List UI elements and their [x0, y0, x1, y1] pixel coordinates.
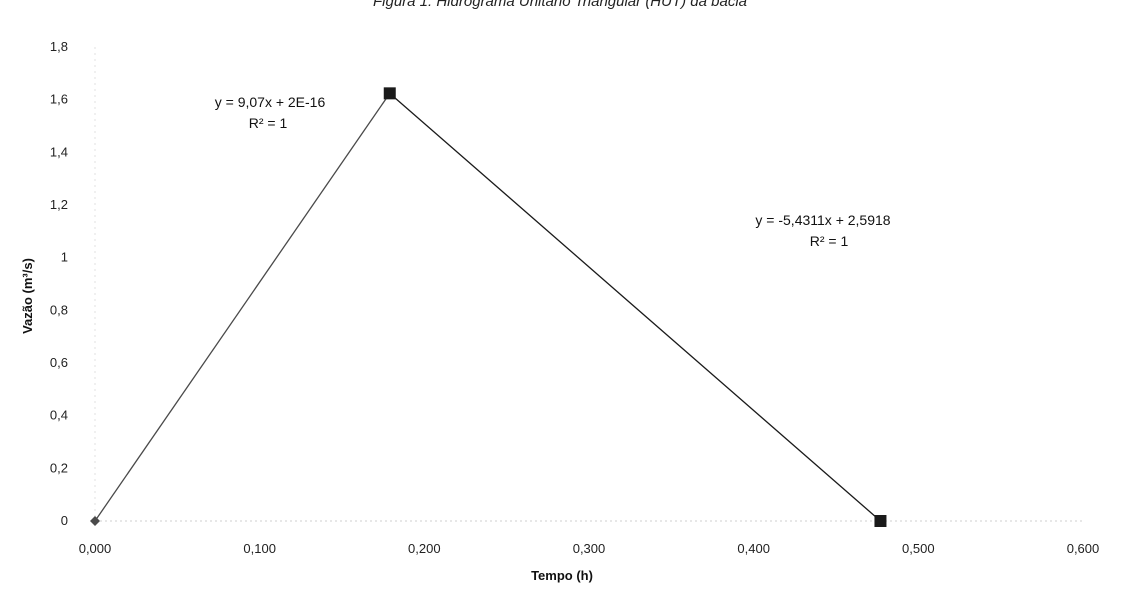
y-tick-label: 1,8 [50, 39, 68, 54]
y-axis-ticks: 0 0,2 0,4 0,6 0,8 1 1,2 1,4 1,6 1,8 [50, 39, 68, 528]
data-point-marker [874, 515, 887, 527]
x-tick-label: 0,400 [737, 541, 770, 556]
y-tick-label: 1 [61, 250, 68, 265]
trendline-equation-1: y = 9,07x + 2E-16 [215, 94, 326, 110]
trendline-equation-2: y = -5,4311x + 2,5918 [755, 212, 890, 228]
y-axis-title: Vazão (m³/s) [20, 258, 35, 334]
x-tick-label: 0,600 [1067, 541, 1100, 556]
series-line-2 [389, 92, 881, 522]
trendline-r2-1: R² = 1 [249, 115, 288, 131]
y-tick-label: 0,2 [50, 460, 68, 475]
plot-area [94, 47, 1083, 522]
series-layer [94, 92, 881, 522]
x-tick-label: 0,300 [573, 541, 606, 556]
data-point-marker [383, 87, 396, 100]
y-tick-label: 0,8 [50, 302, 68, 317]
y-tick-label: 1,2 [50, 197, 68, 212]
y-tick-label: 1,6 [50, 92, 68, 107]
y-tick-label: 0 [61, 513, 68, 528]
x-axis-ticks: 0,000 0,100 0,200 0,300 0,400 0,500 0,600 [79, 541, 1100, 556]
x-tick-label: 0,500 [902, 541, 935, 556]
series-line-1 [94, 92, 391, 522]
data-point-marker [90, 516, 100, 526]
y-tick-label: 1,4 [50, 144, 68, 159]
marker-layer [90, 87, 887, 527]
x-axis-title: Tempo (h) [531, 568, 593, 583]
x-tick-label: 0,100 [243, 541, 276, 556]
y-tick-label: 0,4 [50, 408, 68, 423]
x-tick-label: 0,200 [408, 541, 441, 556]
x-tick-label: 0,000 [79, 541, 112, 556]
y-tick-label: 0,6 [50, 355, 68, 370]
trendline-r2-2: R² = 1 [810, 233, 849, 249]
chart-title: Figura 1: Hidrograma Unitário Triangular… [373, 0, 747, 10]
